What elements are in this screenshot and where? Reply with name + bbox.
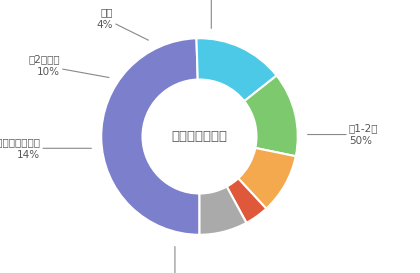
Text: 特に決めていない
14%: 特に決めていない 14%: [0, 137, 92, 160]
Wedge shape: [244, 76, 298, 156]
Wedge shape: [200, 186, 247, 235]
Text: 2-3ヶ月に1回
15%: 2-3ヶ月に1回 15%: [151, 247, 199, 273]
Wedge shape: [227, 178, 266, 223]
Text: 月1-2回
50%: 月1-2回 50%: [307, 123, 378, 146]
Wedge shape: [101, 38, 200, 235]
Text: 年2回程度
10%: 年2回程度 10%: [28, 54, 109, 78]
Text: 毎週
4%: 毎週 4%: [97, 7, 148, 40]
Text: その他
8%: その他 8%: [202, 0, 220, 28]
Wedge shape: [238, 148, 296, 209]
Text: 面会交流の頻度: 面会交流の頻度: [171, 130, 228, 143]
Wedge shape: [197, 38, 277, 101]
